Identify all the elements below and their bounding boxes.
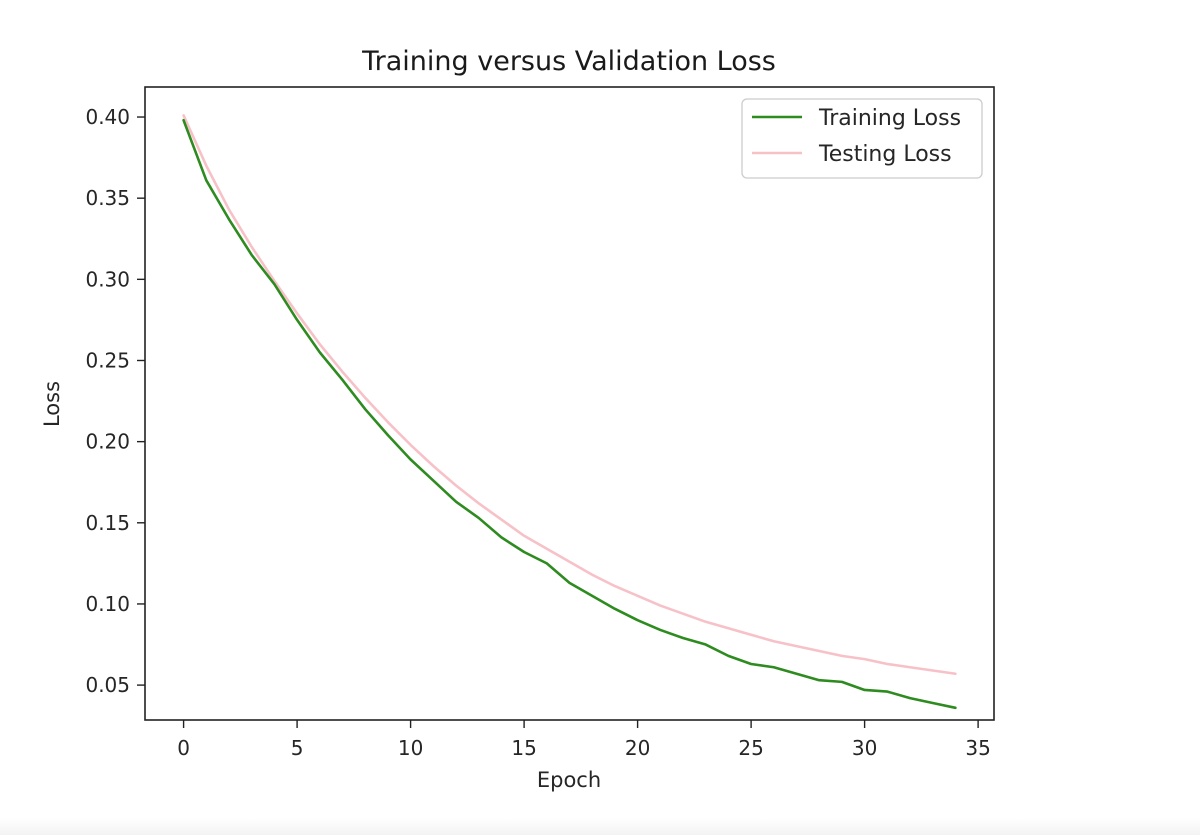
y-tick-label: 0.30: [85, 267, 130, 291]
legend-label-training-loss: Training Loss: [818, 106, 961, 131]
y-axis-title: Loss: [40, 381, 64, 427]
y-tick-label: 0.35: [85, 186, 130, 210]
x-tick-label: 35: [965, 736, 990, 760]
y-tick-label: 0.10: [85, 592, 130, 616]
x-axis: 0 5 10 15 20 25 30 35: [177, 720, 991, 760]
x-tick-label: 20: [625, 736, 650, 760]
y-tick-label: 0.05: [85, 673, 130, 697]
y-tick-label: 0.25: [85, 348, 130, 372]
chart-title: Training versus Validation Loss: [361, 46, 776, 77]
x-tick-label: 30: [852, 736, 877, 760]
bottom-fade: [0, 818, 1200, 835]
y-tick-label: 0.40: [85, 105, 130, 129]
x-tick-label: 5: [291, 736, 304, 760]
series-line-testing-loss: [182, 114, 957, 676]
x-tick-label: 0: [177, 736, 190, 760]
plot-frame: [144, 86, 995, 721]
x-tick-label: 10: [398, 736, 423, 760]
y-tick-label: 0.20: [85, 430, 130, 454]
plot-lines: [182, 114, 957, 710]
legend-box: [741, 98, 983, 179]
x-axis-title: Epoch: [537, 768, 601, 792]
x-tick-label: 25: [738, 736, 763, 760]
legend-label-testing-loss: Testing Loss: [818, 142, 952, 167]
x-tick-label: 15: [511, 736, 536, 760]
series-line-training-loss: [182, 118, 957, 710]
legend: Training Loss Testing Loss: [741, 98, 983, 179]
y-axis: 0.05 0.10 0.15 0.20 0.25 0.30 0.35 0.40: [85, 105, 145, 697]
y-tick-label: 0.15: [85, 511, 130, 535]
